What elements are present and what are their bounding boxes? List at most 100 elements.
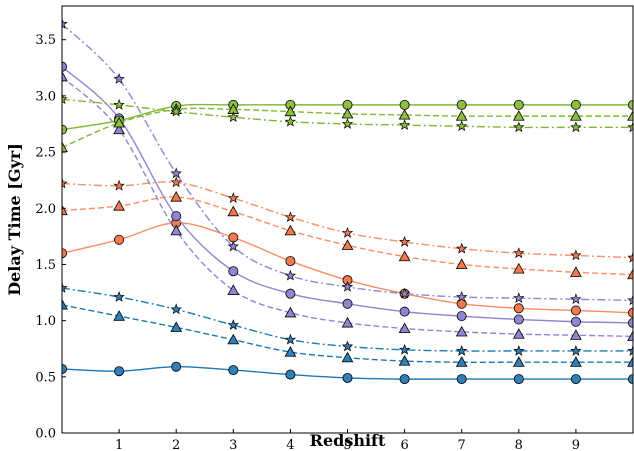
data-point-circle — [285, 369, 296, 380]
data-point-circle — [628, 317, 633, 328]
data-point-triangle — [512, 262, 525, 274]
data-point-triangle — [62, 298, 68, 310]
data-point-triangle — [455, 356, 468, 367]
y-tick-label: 3.5 — [35, 33, 56, 48]
data-point-star — [570, 293, 582, 305]
data-point-triangle — [113, 310, 125, 321]
data-point-triangle — [341, 351, 354, 363]
data-point-star — [170, 105, 182, 117]
data-point-triangle — [570, 329, 582, 340]
data-point-circle — [628, 307, 633, 318]
data-point-triangle — [398, 322, 411, 334]
data-point-star — [113, 73, 125, 84]
data-point-star — [62, 177, 68, 189]
data-point-star — [455, 120, 468, 132]
data-point-circle — [570, 305, 581, 316]
data-point-circle — [171, 361, 182, 372]
data-point-circle — [570, 316, 581, 327]
data-point-star — [113, 179, 125, 191]
y-tick-label: 3.0 — [35, 89, 56, 104]
data-point-circle — [342, 298, 353, 309]
data-point-circle — [570, 99, 581, 110]
data-point-triangle — [227, 205, 240, 217]
data-point-star — [398, 343, 411, 355]
data-point-triangle — [341, 239, 354, 250]
data-point-triangle — [170, 191, 183, 202]
data-point-triangle — [627, 268, 633, 280]
data-point-star — [227, 111, 240, 123]
data-point-triangle — [570, 110, 582, 121]
data-point-triangle — [284, 224, 297, 236]
series-11 — [62, 93, 633, 133]
series-line — [62, 66, 633, 324]
x-tick-label: 3 — [229, 438, 237, 451]
data-point-circle — [399, 99, 410, 110]
series-8 — [62, 17, 633, 306]
data-point-star — [455, 291, 468, 302]
data-point-star — [627, 121, 633, 133]
data-point-triangle — [113, 116, 125, 128]
data-point-star — [570, 344, 582, 356]
series-0 — [62, 361, 633, 385]
data-point-star — [62, 17, 68, 29]
data-point-star — [455, 242, 468, 254]
data-point-circle — [628, 374, 633, 385]
data-point-star — [570, 249, 582, 261]
data-point-circle — [114, 234, 125, 245]
x-tick-label: 8 — [515, 438, 523, 451]
data-point-star — [513, 121, 525, 133]
data-point-star — [284, 269, 297, 281]
data-point-star — [284, 211, 297, 223]
series-4 — [62, 191, 633, 280]
y-tick-label: 1.0 — [35, 314, 56, 329]
data-point-star — [398, 235, 411, 247]
data-point-star — [513, 247, 525, 259]
axes: 1 2 3 4 5 6 7 8 9 0.0 0.5 1.0 1.5 2.0 2.5 3.0 3.5 — [35, 5, 634, 451]
x-tick-label: 7 — [458, 438, 466, 451]
data-point-circle — [285, 256, 296, 267]
data-point-circle — [228, 266, 239, 277]
data-point-circle — [114, 366, 125, 377]
series-5 — [62, 176, 633, 263]
data-point-triangle — [570, 356, 582, 367]
data-point-triangle — [284, 346, 297, 357]
data-point-star — [627, 294, 633, 306]
data-point-star — [341, 340, 354, 352]
data-point-star — [170, 167, 182, 179]
y-tick-label: 0.0 — [35, 427, 56, 442]
data-point-star — [170, 176, 182, 188]
series-1 — [62, 298, 633, 367]
y-axis-label: Delay Time [Gyr] — [5, 143, 24, 296]
data-point-star — [341, 117, 354, 129]
data-point-triangle — [512, 356, 525, 367]
data-point-circle — [456, 311, 467, 322]
data-point-circle — [342, 372, 353, 383]
data-point-star — [398, 119, 411, 130]
data-point-star — [62, 282, 68, 293]
series-6 — [62, 61, 633, 328]
y-tick-label: 0.5 — [35, 370, 56, 385]
data-point-star — [341, 280, 354, 292]
data-point-star — [570, 121, 582, 133]
x-tick-label: 1 — [115, 438, 123, 451]
x-tick-label: 4 — [286, 438, 294, 451]
series-line — [62, 76, 633, 338]
data-point-triangle — [170, 321, 183, 332]
data-point-circle — [628, 99, 633, 110]
data-point-triangle — [341, 316, 354, 328]
data-point-triangle — [284, 306, 297, 318]
x-tick-label: 5 — [343, 438, 351, 451]
x-axis-label: Redshift — [310, 431, 386, 450]
data-point-star — [455, 344, 468, 356]
y-tick-label: 2.5 — [35, 146, 56, 161]
data-point-triangle — [227, 284, 240, 295]
series-line — [62, 196, 633, 276]
data-point-star — [284, 333, 297, 345]
data-point-triangle — [227, 333, 240, 345]
x-tick-label: 9 — [572, 438, 580, 451]
series-7 — [62, 70, 633, 341]
data-point-triangle — [398, 355, 411, 366]
data-point-circle — [228, 365, 239, 376]
data-point-circle — [171, 211, 182, 222]
